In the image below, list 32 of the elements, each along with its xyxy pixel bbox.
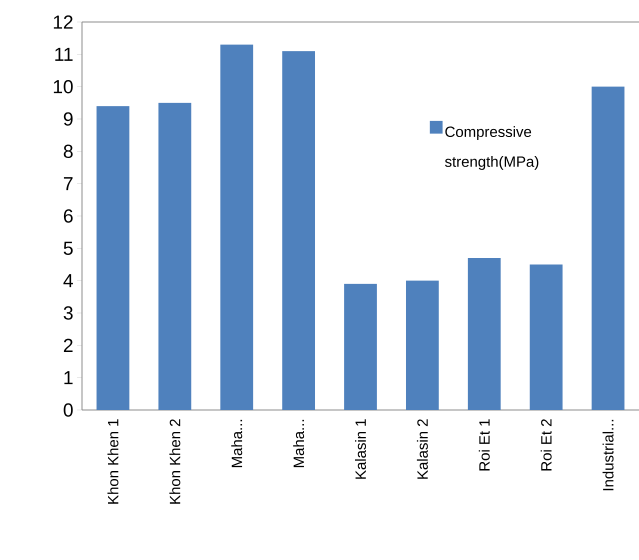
y-tick-label: 4 [63,274,73,288]
y-tick-label: 7 [64,177,73,190]
x-tick-label: Industrial... [602,420,614,490]
y-tick-label: 11 [55,48,73,61]
x-tick-label: Kalasin 1 [355,419,366,479]
bar [468,258,501,410]
x-tick-label: Maha... [231,420,242,468]
bar [344,284,377,410]
x-tick-label: Khon Khen 2 [169,419,180,504]
bar [592,86,624,410]
legend-label: Compressive strength(MPa) [445,126,538,170]
x-tick-label: Kalasin 2 [416,419,428,479]
y-tick-label: 12 [54,15,73,29]
y-tick-label: 9 [64,112,73,126]
x-tick-label: Maha... [293,420,304,468]
bar [96,106,130,410]
y-tick-label: 5 [64,242,73,255]
y-tick-label: 8 [64,144,73,158]
y-tick-label: 10 [54,80,73,94]
y-tick-label: 0 [64,403,73,417]
x-tick-label: Khon Khen 1 [107,419,118,504]
bar [158,102,192,410]
bar [530,264,563,410]
bar [406,280,439,410]
y-tick-label: 3 [64,306,73,320]
bar [282,51,316,410]
x-tick-label: Roi Et 1 [478,419,490,470]
x-tick-label: Roi Et 2 [540,419,552,470]
bar [220,44,254,410]
y-tick-label: 6 [64,209,73,223]
y-tick-label: 1 [64,371,73,384]
y-tick-label: 2 [64,338,73,352]
